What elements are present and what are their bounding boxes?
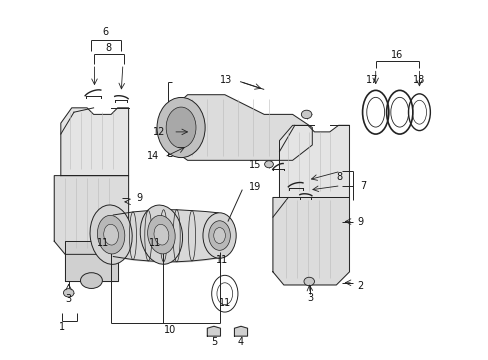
Ellipse shape — [97, 215, 124, 254]
Text: 10: 10 — [163, 325, 176, 335]
Text: 12: 12 — [152, 127, 164, 137]
Polygon shape — [279, 125, 349, 198]
Text: 8: 8 — [336, 171, 342, 181]
Text: 14: 14 — [147, 151, 159, 161]
Text: 11: 11 — [97, 238, 109, 248]
Text: 6: 6 — [102, 27, 109, 37]
Polygon shape — [234, 326, 247, 336]
Text: 1: 1 — [59, 321, 64, 332]
Ellipse shape — [63, 289, 74, 297]
Text: 9: 9 — [136, 193, 142, 203]
Text: 4: 4 — [238, 337, 244, 347]
Text: 13: 13 — [220, 75, 232, 85]
Ellipse shape — [90, 205, 132, 264]
Polygon shape — [54, 176, 128, 255]
Ellipse shape — [154, 224, 168, 245]
Text: 7: 7 — [360, 181, 366, 191]
Ellipse shape — [213, 228, 225, 243]
Text: 3: 3 — [65, 294, 72, 304]
Text: 11: 11 — [215, 255, 227, 265]
Ellipse shape — [147, 215, 175, 254]
Ellipse shape — [264, 161, 273, 168]
Polygon shape — [65, 241, 118, 280]
Ellipse shape — [140, 205, 182, 264]
Ellipse shape — [81, 273, 102, 288]
Text: 15: 15 — [248, 160, 261, 170]
Text: 8: 8 — [105, 43, 112, 53]
Polygon shape — [165, 95, 312, 160]
Text: 3: 3 — [306, 293, 312, 303]
Ellipse shape — [157, 98, 205, 158]
Text: 11: 11 — [149, 238, 161, 248]
Ellipse shape — [301, 110, 311, 118]
Text: 18: 18 — [412, 75, 425, 85]
Text: 16: 16 — [390, 50, 403, 60]
Polygon shape — [272, 198, 349, 285]
Text: 17: 17 — [365, 75, 378, 85]
Ellipse shape — [304, 277, 314, 285]
Polygon shape — [207, 326, 220, 336]
Text: 19: 19 — [248, 181, 261, 192]
Text: 9: 9 — [357, 217, 363, 226]
Ellipse shape — [208, 221, 230, 250]
Ellipse shape — [103, 224, 118, 245]
Text: 11: 11 — [219, 298, 231, 308]
Ellipse shape — [203, 213, 236, 258]
Text: 2: 2 — [357, 281, 363, 291]
Polygon shape — [61, 108, 128, 176]
Text: 5: 5 — [210, 337, 217, 347]
Ellipse shape — [166, 107, 196, 148]
